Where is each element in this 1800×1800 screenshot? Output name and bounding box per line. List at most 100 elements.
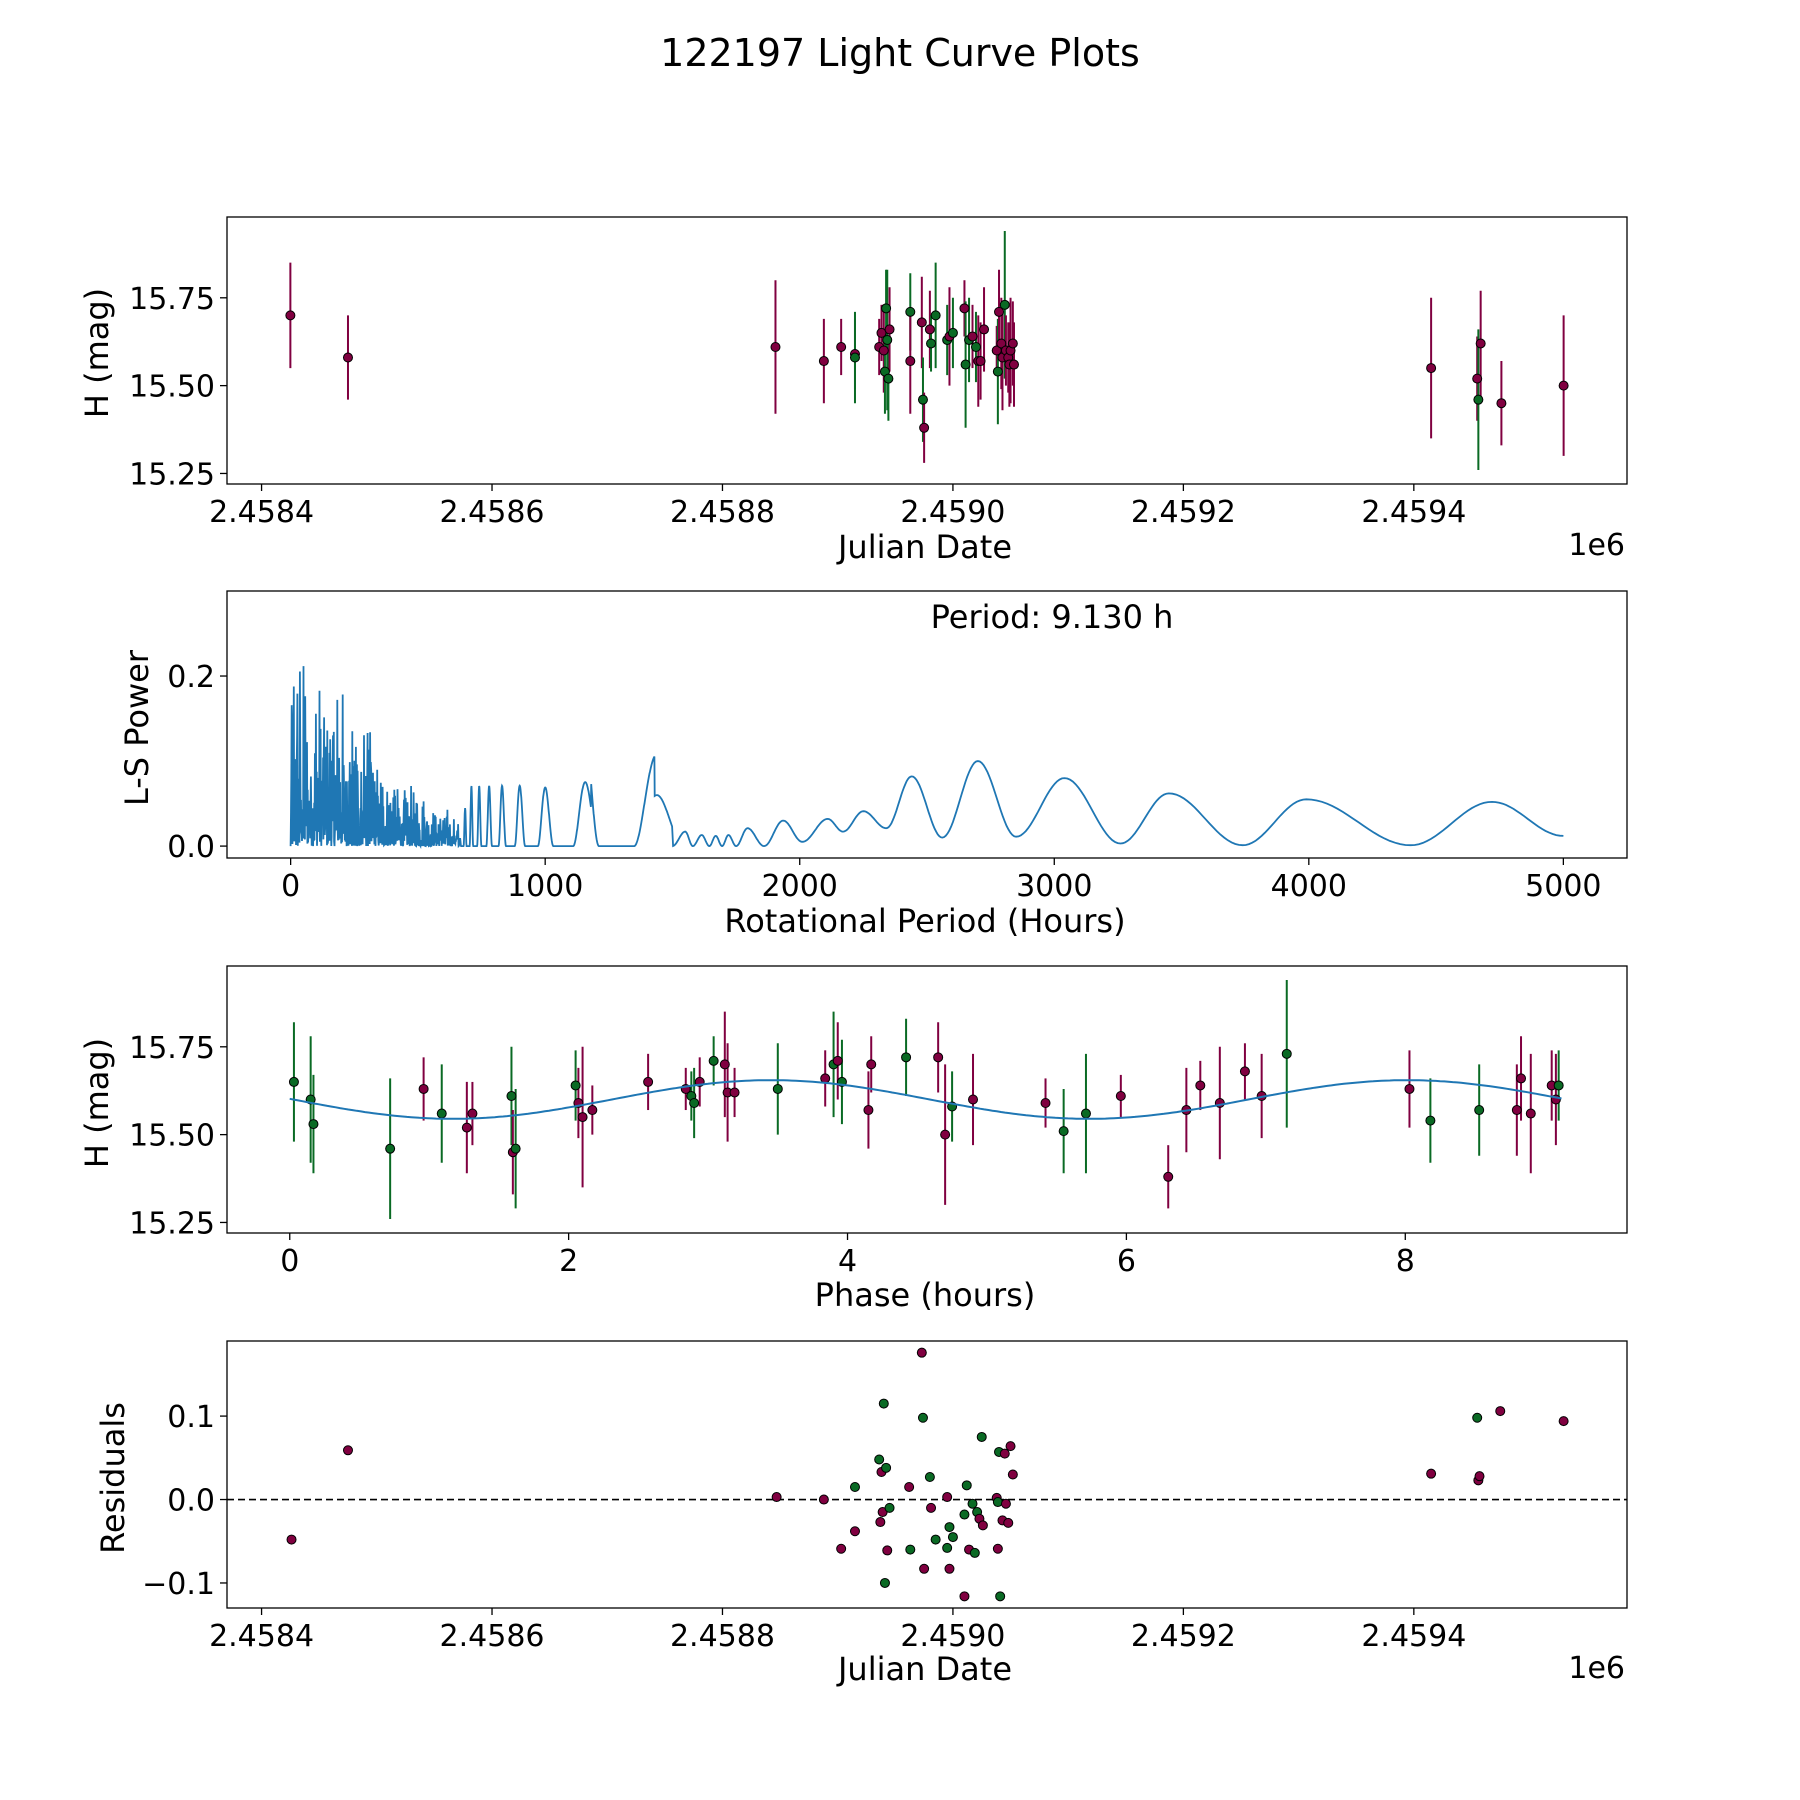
residuals-point [1495,1406,1506,1417]
phased-ytick-label: 15.25 [129,1206,215,1241]
residuals-point [916,1347,927,1358]
residuals-point [967,1498,978,1509]
lightcurve-point [947,327,958,338]
residuals-point [905,1544,916,1555]
phased-point [1195,1080,1206,1091]
phased-ylabel: H (mag) [78,1038,116,1168]
phased-point [933,1052,944,1063]
lightcurve-ytick-label: 15.50 [129,370,215,405]
lightcurve-point [876,327,887,338]
residuals-point [1474,1471,1485,1482]
phased-point [418,1083,429,1094]
phased-xtick-label: 4 [838,1244,857,1279]
periodogram-xtick-label: 1000 [507,869,583,904]
phased-point [643,1076,654,1087]
phased-xtick-label: 6 [1117,1244,1136,1279]
residuals-point [926,1502,937,1513]
residuals-frame [226,1340,1628,1609]
periodogram-xtick-label: 2000 [762,869,838,904]
lightcurve-point [979,324,990,335]
residuals-point [881,1462,892,1473]
phased-point [968,1094,979,1105]
phased-xlabel: Phase (hours) [815,1276,1036,1314]
lightcurve-xlabel: Julian Date [836,528,1012,566]
lightcurve-ytick-label: 15.25 [129,457,215,492]
residuals-point [961,1480,972,1491]
residuals-ytick-label: 0.1 [167,1400,215,1435]
lightcurve-offset-label: 1e6 [1568,528,1625,563]
residuals-point [771,1492,782,1503]
residuals-point [959,1509,970,1520]
lightcurve-point [883,373,894,384]
phased-point [288,1076,299,1087]
residuals-point [1558,1416,1569,1427]
phased-point [577,1112,588,1123]
lightcurve-point [992,366,1003,377]
residuals-point [849,1526,860,1537]
lightcurve-point [1007,338,1018,349]
residuals-point [977,1520,988,1531]
lightcurve-point [1426,363,1437,374]
residuals-point [904,1482,915,1493]
lightcurve-point [967,331,978,342]
panel-phased: 0 2 4 6 8 15.25 15.50 15.75 Phase (hours) H (ma… [78,965,1628,1314]
phased-point [820,1073,831,1084]
lightcurve-point [919,422,930,433]
lightcurve-point [959,303,970,314]
periodogram-ylabel: L-S Power [118,649,156,806]
phased-point [385,1143,396,1154]
figure-title: 122197 Light Curve Plots [660,31,1140,75]
lightcurve-point [905,356,916,367]
residuals-point [286,1534,297,1545]
phased-point [1163,1171,1174,1182]
phased-point [940,1129,951,1140]
phased-point [587,1105,598,1116]
lightcurve-point [994,306,1005,317]
residuals-xtick-label: 2.4594 [1361,1619,1466,1654]
residuals-point [919,1563,930,1574]
residuals-offset-label: 1e6 [1568,1651,1625,1686]
lightcurve-frame [226,216,1628,485]
phased-point [729,1087,740,1098]
lightcurve-point [849,352,860,363]
phased-point [901,1052,912,1063]
phased-point [1115,1090,1126,1101]
residuals-point [342,1445,353,1456]
phased-point [1239,1066,1250,1077]
lightcurve-xtick-label: 2.4588 [670,495,775,530]
phased-point [1058,1126,1069,1137]
residuals-point [959,1591,970,1602]
lightcurve-xtick-label: 2.4590 [900,495,1005,530]
residuals-point [884,1502,895,1513]
phased-point [1425,1115,1436,1126]
lightcurve-point [1008,359,1019,370]
periodogram-ytick-label: 0.0 [167,830,215,865]
periodogram-xtick-label: 5000 [1525,869,1601,904]
lightcurve-point [342,352,353,363]
phased-point [1525,1108,1536,1119]
panel-lightcurve: 2.4584 2.4586 2.4588 2.4590 2.4592 2.4594 15.2… [78,216,1628,566]
lightcurve-point [1558,380,1569,391]
phased-point [863,1105,874,1116]
residuals-point [944,1522,955,1533]
panel-residuals: 2.4584 2.4586 2.4588 2.4590 2.4592 2.4594 −0.1… [94,1340,1628,1688]
lightcurve-point [999,299,1010,310]
residuals-point [1426,1468,1437,1479]
residuals-point [1007,1469,1018,1480]
residuals-point [874,1454,885,1465]
residuals-xtick-label: 2.4584 [209,1619,314,1654]
residuals-point [930,1534,941,1545]
phased-point [1553,1080,1564,1091]
phased-point [772,1083,783,1094]
residuals-point [1472,1412,1483,1423]
residuals-xtick-label: 2.4586 [440,1619,545,1654]
periodogram-series-line [289,666,1564,850]
lightcurve-point [917,394,928,405]
residuals-point [992,1543,1003,1554]
residuals-point [1003,1517,1014,1528]
lightcurve-point [905,306,916,317]
lightcurve-point [970,341,981,352]
phased-point [719,1059,730,1070]
phased-point [1474,1105,1485,1116]
lightcurve-ylabel: H (mag) [78,288,116,418]
